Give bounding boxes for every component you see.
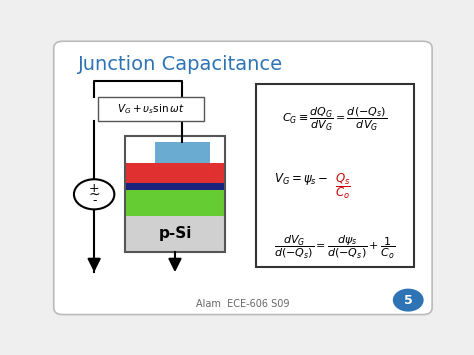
Bar <box>98 97 204 120</box>
Bar <box>125 184 225 190</box>
Text: $C_G \equiv \dfrac{dQ_G}{dV_G} = \dfrac{d(-Q_s)}{dV_G}$: $C_G \equiv \dfrac{dQ_G}{dV_G} = \dfrac{… <box>282 105 387 133</box>
Bar <box>256 83 414 267</box>
Text: +: + <box>89 182 100 195</box>
Text: -: - <box>92 194 96 207</box>
Text: p-Si: p-Si <box>158 226 191 241</box>
Text: 5: 5 <box>404 294 412 307</box>
Bar <box>125 216 225 252</box>
Text: Junction Capacitance: Junction Capacitance <box>78 55 283 74</box>
Bar <box>125 163 225 184</box>
Ellipse shape <box>74 179 114 209</box>
Text: $V_G + \upsilon_s \sin \omega t$: $V_G + \upsilon_s \sin \omega t$ <box>118 102 185 116</box>
Text: Alam  ECE-606 S09: Alam ECE-606 S09 <box>196 299 290 308</box>
Text: ~: ~ <box>88 187 100 201</box>
Text: $\dfrac{dV_G}{d(-Q_s)} = \dfrac{d\psi_s}{d(-Q_s)} + \dfrac{1}{C_o}$: $\dfrac{dV_G}{d(-Q_s)} = \dfrac{d\psi_s}… <box>274 234 395 261</box>
FancyBboxPatch shape <box>54 41 432 315</box>
Bar <box>155 142 210 163</box>
Text: $V_G = \psi_s - $: $V_G = \psi_s - $ <box>274 171 328 187</box>
Circle shape <box>393 289 424 312</box>
Bar <box>125 190 225 216</box>
Bar <box>125 136 225 252</box>
Text: $\dfrac{Q_s}{C_o}$: $\dfrac{Q_s}{C_o}$ <box>335 171 351 201</box>
